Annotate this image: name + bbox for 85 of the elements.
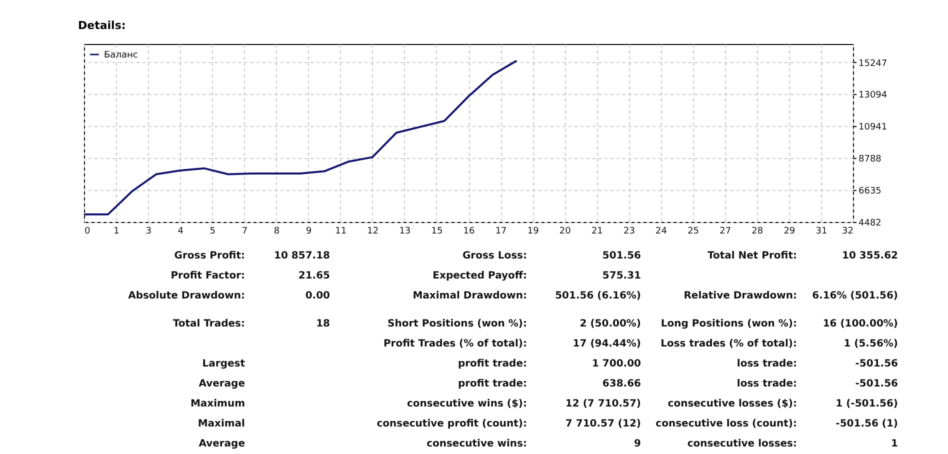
text: Expected Payoff: xyxy=(432,270,527,282)
x-tick-label: 15 xyxy=(431,226,443,236)
x-tick-label: 31 xyxy=(816,226,828,236)
x-tick-label: 24 xyxy=(656,226,668,236)
legend-label: Баланс xyxy=(104,50,138,60)
x-tick-label: 23 xyxy=(623,226,635,236)
y-tick-label: 6635 xyxy=(858,186,882,197)
text: 1 700.00 xyxy=(592,358,641,370)
text: consecutive profit (count): xyxy=(376,418,527,430)
x-tick-label: 17 xyxy=(495,226,507,236)
text: loss trade: xyxy=(736,378,797,390)
text: 10 355.62 xyxy=(842,250,898,262)
x-tick-label: 1 xyxy=(114,226,120,236)
text: consecutive losses: xyxy=(687,438,797,450)
text: -501.56 (1) xyxy=(836,418,898,430)
text: 6.16% (501.56) xyxy=(812,290,898,302)
text: -501.56 xyxy=(855,358,898,370)
x-tick-label: 19 xyxy=(527,226,540,236)
text: 21.65 xyxy=(298,270,330,282)
text: 1 (5.56%) xyxy=(844,338,898,350)
text: Absolute Drawdown: xyxy=(128,290,245,302)
text: 12 (7 710.57) xyxy=(565,398,641,410)
x-tick-label: 28 xyxy=(752,226,764,236)
x-tick-label: 25 xyxy=(688,226,700,236)
text: -501.56 xyxy=(855,378,898,390)
x-tick-label: 7 xyxy=(242,226,248,236)
text: 501.56 (6.16%) xyxy=(555,290,641,302)
text: Gross Loss: xyxy=(462,250,527,262)
x-tick-label: 29 xyxy=(784,226,796,236)
text: consecutive wins ($): xyxy=(406,398,527,410)
text: 9 xyxy=(634,438,641,450)
x-tick-label: 12 xyxy=(367,226,379,236)
chart-title: Details: xyxy=(78,19,126,32)
text: Maximal xyxy=(198,418,245,430)
text: 1 (-501.56) xyxy=(836,398,898,410)
text: 0.00 xyxy=(305,290,330,302)
x-tick-label: 9 xyxy=(306,226,312,236)
text: 16 (100.00%) xyxy=(822,318,898,330)
x-tick-label: 4 xyxy=(178,226,184,236)
text: Loss trades (% of total): xyxy=(660,338,797,350)
text: Long Positions (won %): xyxy=(660,318,797,330)
text: 501.56 xyxy=(602,250,641,262)
x-tick-label: 32 xyxy=(842,226,854,236)
x-tick-label: 27 xyxy=(720,226,732,236)
x-tick-label: 8 xyxy=(274,226,280,236)
text: Gross Profit: xyxy=(174,250,245,262)
x-tick-label: 16 xyxy=(463,226,475,236)
y-tick-label: 15247 xyxy=(858,58,888,69)
x-tick-label: 3 xyxy=(146,226,152,236)
text: 575.31 xyxy=(602,270,641,282)
text: Total Trades: xyxy=(172,318,245,330)
x-tick-label: 5 xyxy=(210,226,216,236)
y-tick-label: 8788 xyxy=(858,154,882,165)
x-tick-label: 13 xyxy=(399,226,411,236)
text: 17 (94.44%) xyxy=(572,338,641,350)
x-tick-label: 11 xyxy=(335,226,347,236)
y-tick-label: 4482 xyxy=(858,218,882,228)
text: consecutive loss (count): xyxy=(656,418,797,430)
text: Largest xyxy=(202,358,245,370)
text: profit trade: xyxy=(458,358,527,370)
x-tick-label: 20 xyxy=(559,226,572,236)
y-tick-label: 10941 xyxy=(858,122,888,133)
text: consecutive losses ($): xyxy=(668,398,797,410)
text: Maximum xyxy=(190,398,245,410)
text: 2 (50.00%) xyxy=(580,318,641,330)
text: Total Net Profit: xyxy=(707,250,797,262)
text: 1 xyxy=(891,438,898,450)
text: Average xyxy=(198,438,245,450)
text: loss trade: xyxy=(736,358,797,370)
text: Maximal Drawdown: xyxy=(412,290,527,302)
line-series xyxy=(84,60,518,216)
text: Average xyxy=(198,378,245,390)
text: Profit Factor: xyxy=(170,270,245,282)
text: 18 xyxy=(316,318,330,330)
text: 638.66 xyxy=(602,378,641,390)
text: Relative Drawdown: xyxy=(684,290,797,302)
text: Profit Trades (% of total): xyxy=(383,338,527,350)
text: profit trade: xyxy=(458,378,527,390)
text: consecutive wins: xyxy=(426,438,527,450)
y-tick-label: 13094 xyxy=(858,90,888,101)
text: 7 710.57 (12) xyxy=(565,418,641,430)
text: 10 857.18 xyxy=(274,250,330,262)
text: Short Positions (won %): xyxy=(388,318,527,330)
x-tick-label: 21 xyxy=(591,226,603,236)
x-tick-label: 0 xyxy=(84,226,90,236)
